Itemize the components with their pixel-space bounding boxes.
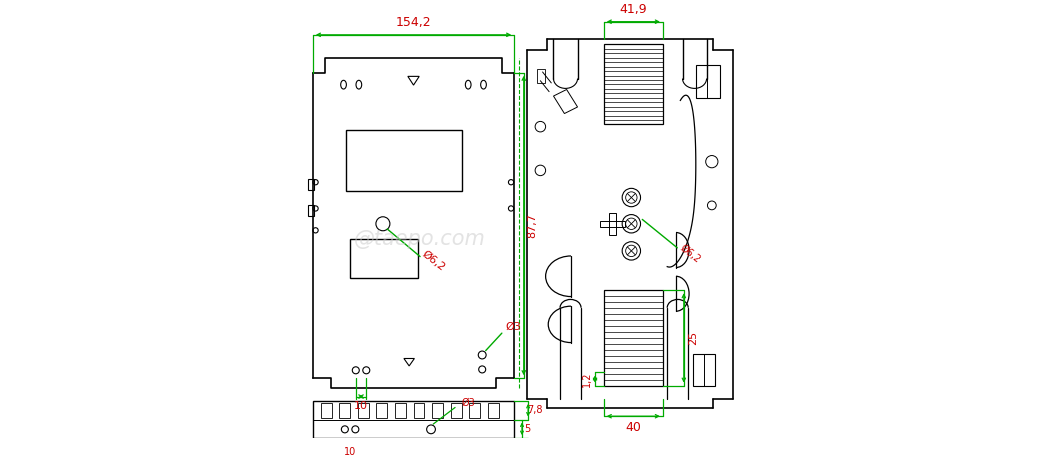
Text: 41,9: 41,9 (619, 3, 647, 16)
Text: 10: 10 (354, 401, 368, 411)
Circle shape (622, 215, 641, 233)
Bar (345, 130, 461, 191)
Bar (604, 45, 663, 125)
Bar (395, 403, 405, 418)
Bar (694, 354, 716, 386)
Bar (600, 221, 624, 227)
Circle shape (622, 242, 641, 260)
Bar (351, 239, 418, 278)
Text: @taepo.com: @taepo.com (355, 229, 486, 249)
Text: 154,2: 154,2 (396, 16, 431, 29)
Bar (358, 403, 369, 418)
Text: 1,2: 1,2 (582, 371, 592, 387)
Text: Ø6,2: Ø6,2 (678, 243, 703, 264)
Bar (308, 205, 314, 216)
Bar (469, 403, 480, 418)
Text: Ø3: Ø3 (506, 322, 522, 332)
Bar (451, 403, 461, 418)
Bar (414, 403, 424, 418)
Bar (487, 403, 499, 418)
Text: Ø3: Ø3 (461, 398, 475, 408)
Text: 87,7: 87,7 (528, 213, 537, 238)
Circle shape (622, 188, 641, 207)
Text: 10: 10 (344, 447, 357, 455)
Bar (696, 66, 720, 98)
Bar (432, 403, 443, 418)
Bar (610, 213, 616, 235)
Bar (320, 403, 332, 418)
Bar (537, 69, 544, 83)
Text: Ø6,2: Ø6,2 (420, 249, 447, 273)
Bar (604, 290, 663, 385)
Bar (308, 179, 314, 190)
Text: 40: 40 (625, 421, 641, 434)
Bar (339, 403, 351, 418)
Text: 7,8: 7,8 (528, 405, 543, 415)
Text: 5: 5 (524, 424, 530, 434)
Text: 25: 25 (689, 331, 699, 345)
Bar (313, 401, 514, 438)
Bar (376, 403, 388, 418)
